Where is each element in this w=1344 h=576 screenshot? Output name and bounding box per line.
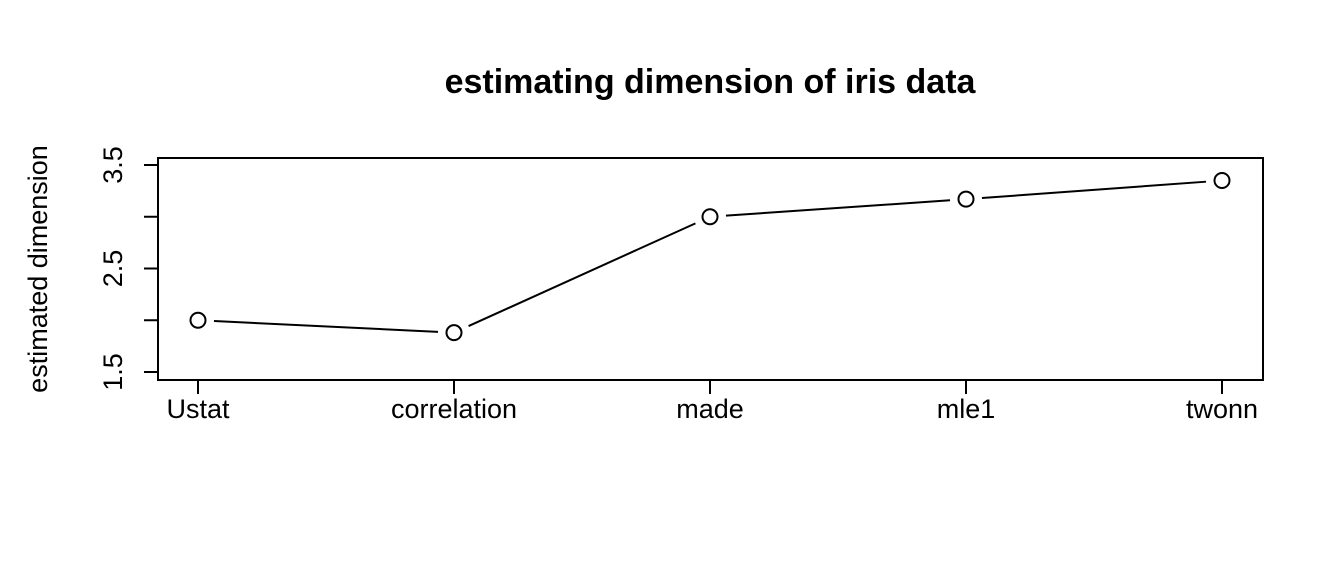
y-axis: 1.5 2.5 3.5 [98, 146, 159, 391]
series-segment [468, 222, 696, 327]
x-tick-label: Ustat [166, 394, 230, 424]
x-tick-label: twonn [1186, 394, 1258, 424]
series-segment [213, 320, 439, 333]
y-tick-label: 3.5 [98, 146, 128, 184]
data-point [1213, 172, 1231, 190]
x-tick-label: correlation [391, 394, 517, 424]
y-tick-label: 1.5 [98, 353, 128, 391]
x-axis: Ustat correlation made mle1 twonn [166, 380, 1258, 424]
data-point [957, 190, 975, 208]
series-segment [981, 180, 1207, 199]
data-point [701, 208, 719, 226]
series [189, 172, 1231, 342]
data-point [189, 311, 207, 329]
data-point [445, 324, 463, 342]
chart-title: estimating dimension of iris data [445, 63, 977, 101]
series-segment [725, 199, 951, 217]
y-tick-label: 2.5 [98, 250, 128, 288]
x-tick-label: mle1 [937, 394, 996, 424]
plot-frame [157, 157, 1264, 381]
x-tick-label: made [676, 394, 744, 424]
y-axis-title: estimated dimension [23, 145, 53, 393]
